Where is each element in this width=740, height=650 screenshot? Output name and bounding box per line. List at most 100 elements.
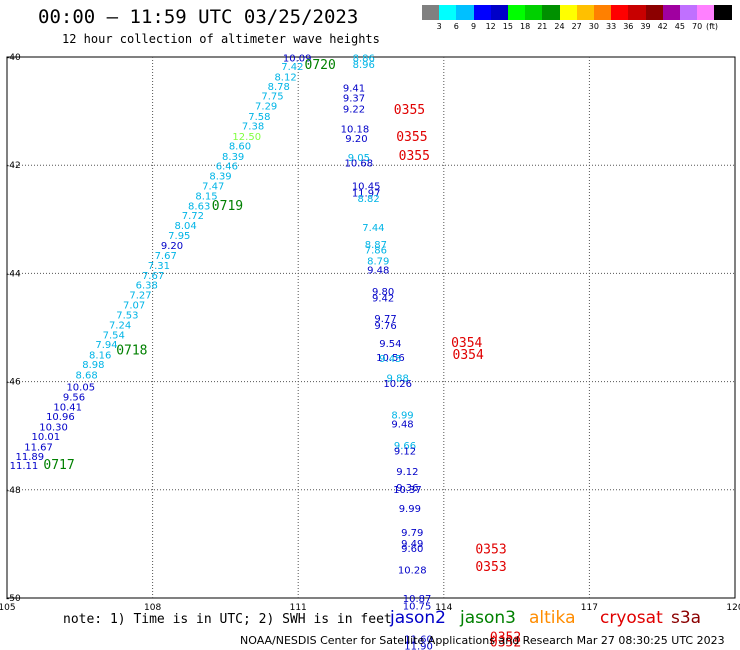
swh-value-label: 9.05 xyxy=(348,153,370,164)
swh-value-label: 7.31 xyxy=(148,261,170,272)
swh-value-label: 7.54 xyxy=(103,330,125,341)
swh-value-label: 7.58 xyxy=(248,112,270,123)
swh-value-label: 7.07 xyxy=(123,301,145,312)
legend-swatch xyxy=(697,5,715,20)
swh-value-label: 7.72 xyxy=(182,211,204,222)
legend-swatch xyxy=(473,5,491,20)
legend-swatch xyxy=(542,5,560,20)
page-subtitle: 12 hour collection of altimeter wave hei… xyxy=(62,32,380,46)
swh-value-label: 9.54 xyxy=(379,339,401,350)
legend-label: 27 xyxy=(571,22,582,31)
swh-value-label: 6.38 xyxy=(136,281,158,292)
swh-value-label: 8.86 xyxy=(353,53,375,64)
swh-value-label: 10.01 xyxy=(32,432,61,443)
y-tick-label: -40 xyxy=(6,53,21,63)
swh-value-label: 8.99 xyxy=(391,410,413,421)
swh-value-label: 8.78 xyxy=(268,82,290,93)
x-tick-label: 114 xyxy=(435,603,452,613)
swh-value-label: 8.60 xyxy=(229,142,251,153)
legend-label: (ft) xyxy=(706,22,719,31)
y-tick-label: -50 xyxy=(6,594,21,604)
swh-value-label: 8.98 xyxy=(82,360,104,371)
swh-value-label: 10.41 xyxy=(53,402,82,413)
swh-value-label: 8.15 xyxy=(195,191,217,202)
swh-value-label: 9.56 xyxy=(63,393,85,404)
swh-value-label: 11.67 xyxy=(24,442,53,453)
legend-label: 3 xyxy=(436,22,442,31)
swh-value-label: 7.47 xyxy=(202,182,224,193)
legend-swatch xyxy=(525,5,543,20)
swh-value-label: 10.09 xyxy=(283,53,312,64)
y-tick-label: -46 xyxy=(6,378,21,388)
swh-value-label: 10.56 xyxy=(376,353,405,364)
swh-value-label: 10.30 xyxy=(39,422,68,433)
x-tick-label: 120 xyxy=(726,603,740,613)
swh-value-label: 7.42 xyxy=(281,62,303,73)
swh-value-label: 8.63 xyxy=(188,202,210,213)
swh-value-label: 9.45 xyxy=(379,354,401,365)
legend-swatch xyxy=(645,5,663,20)
swh-value-label: 8.12 xyxy=(274,72,296,83)
swh-value-label: 6.46 xyxy=(216,162,238,173)
legend-swatch xyxy=(439,5,457,20)
y-tick-label: -48 xyxy=(6,486,21,496)
x-tick-label: 111 xyxy=(290,603,307,613)
swh-value-label: 9.20 xyxy=(345,134,367,145)
swh-value-label: 9.80 xyxy=(372,287,394,298)
swh-value-label: 7.94 xyxy=(95,340,117,351)
swh-value-label: 8.39 xyxy=(209,171,231,182)
swh-value-label: 9.77 xyxy=(374,314,396,325)
swh-value-label: 10.68 xyxy=(345,158,374,169)
x-tick-label: 117 xyxy=(581,603,598,613)
swh-value-label: 9.41 xyxy=(343,84,365,95)
legend-swatch xyxy=(662,5,680,20)
swh-value-label: 8.68 xyxy=(75,370,97,381)
swh-value-label: 8.39 xyxy=(222,152,244,163)
swh-value-label: 8.87 xyxy=(365,240,387,251)
note-text: note: 1) Time is in UTC; 2) SWH is in fe… xyxy=(63,612,392,627)
swh-value-label: 8.96 xyxy=(353,60,375,71)
y-tick-label: -42 xyxy=(6,161,21,171)
pass-time-label: 0353 xyxy=(475,560,506,575)
plot-frame xyxy=(6,56,736,599)
pass-time-label: 0355 xyxy=(394,103,425,118)
x-tick-label: 108 xyxy=(144,603,161,613)
legend-swatch xyxy=(611,5,629,20)
legend-label: 21 xyxy=(537,22,548,31)
pass-time-label: 0355 xyxy=(399,149,430,164)
pass-time-label: 0352 xyxy=(490,630,521,645)
swh-value-label: 9.20 xyxy=(161,241,183,252)
swh-value-label: 9.60 xyxy=(401,544,423,555)
swh-value-label: 9.36 xyxy=(396,483,418,494)
swh-value-label: 7.67 xyxy=(155,251,177,262)
legend-label: 45 xyxy=(674,22,685,31)
footer-credit: NOAA/NESDIS Center for Satellite Applica… xyxy=(240,634,725,647)
swh-value-label: 10.75 xyxy=(403,601,432,612)
legend-label: 70 xyxy=(692,22,703,31)
legend-label: 9 xyxy=(471,22,477,31)
pass-time-label: 0355 xyxy=(396,130,427,145)
swh-value-label: 11.60 xyxy=(404,634,433,645)
swh-value-label: 7.29 xyxy=(255,101,277,112)
swh-value-label: 7.53 xyxy=(116,310,138,321)
swh-value-label: 8.16 xyxy=(89,350,111,361)
legend-label: 6 xyxy=(453,22,459,31)
legend-swatch xyxy=(490,5,508,20)
swh-value-label: 8.82 xyxy=(357,194,379,205)
swh-value-label: 9.88 xyxy=(387,374,409,385)
pass-time-label: 0720 xyxy=(305,58,336,73)
swh-value-label: 11.11 xyxy=(10,461,39,472)
y-tick-label: -44 xyxy=(6,269,21,279)
swh-value-label: 8.04 xyxy=(174,221,196,232)
swh-value-label: 7.44 xyxy=(362,223,384,234)
pass-time-label: 0352 xyxy=(490,636,521,650)
swh-value-label: 10.96 xyxy=(46,412,75,423)
legend-label: 30 xyxy=(588,22,599,31)
satellite-altika-label: altika xyxy=(529,608,576,628)
legend-label: 36 xyxy=(623,22,634,31)
swh-value-label: 7.38 xyxy=(242,121,264,132)
swh-value-label: 7.95 xyxy=(168,231,190,242)
legend-swatch xyxy=(559,5,577,20)
